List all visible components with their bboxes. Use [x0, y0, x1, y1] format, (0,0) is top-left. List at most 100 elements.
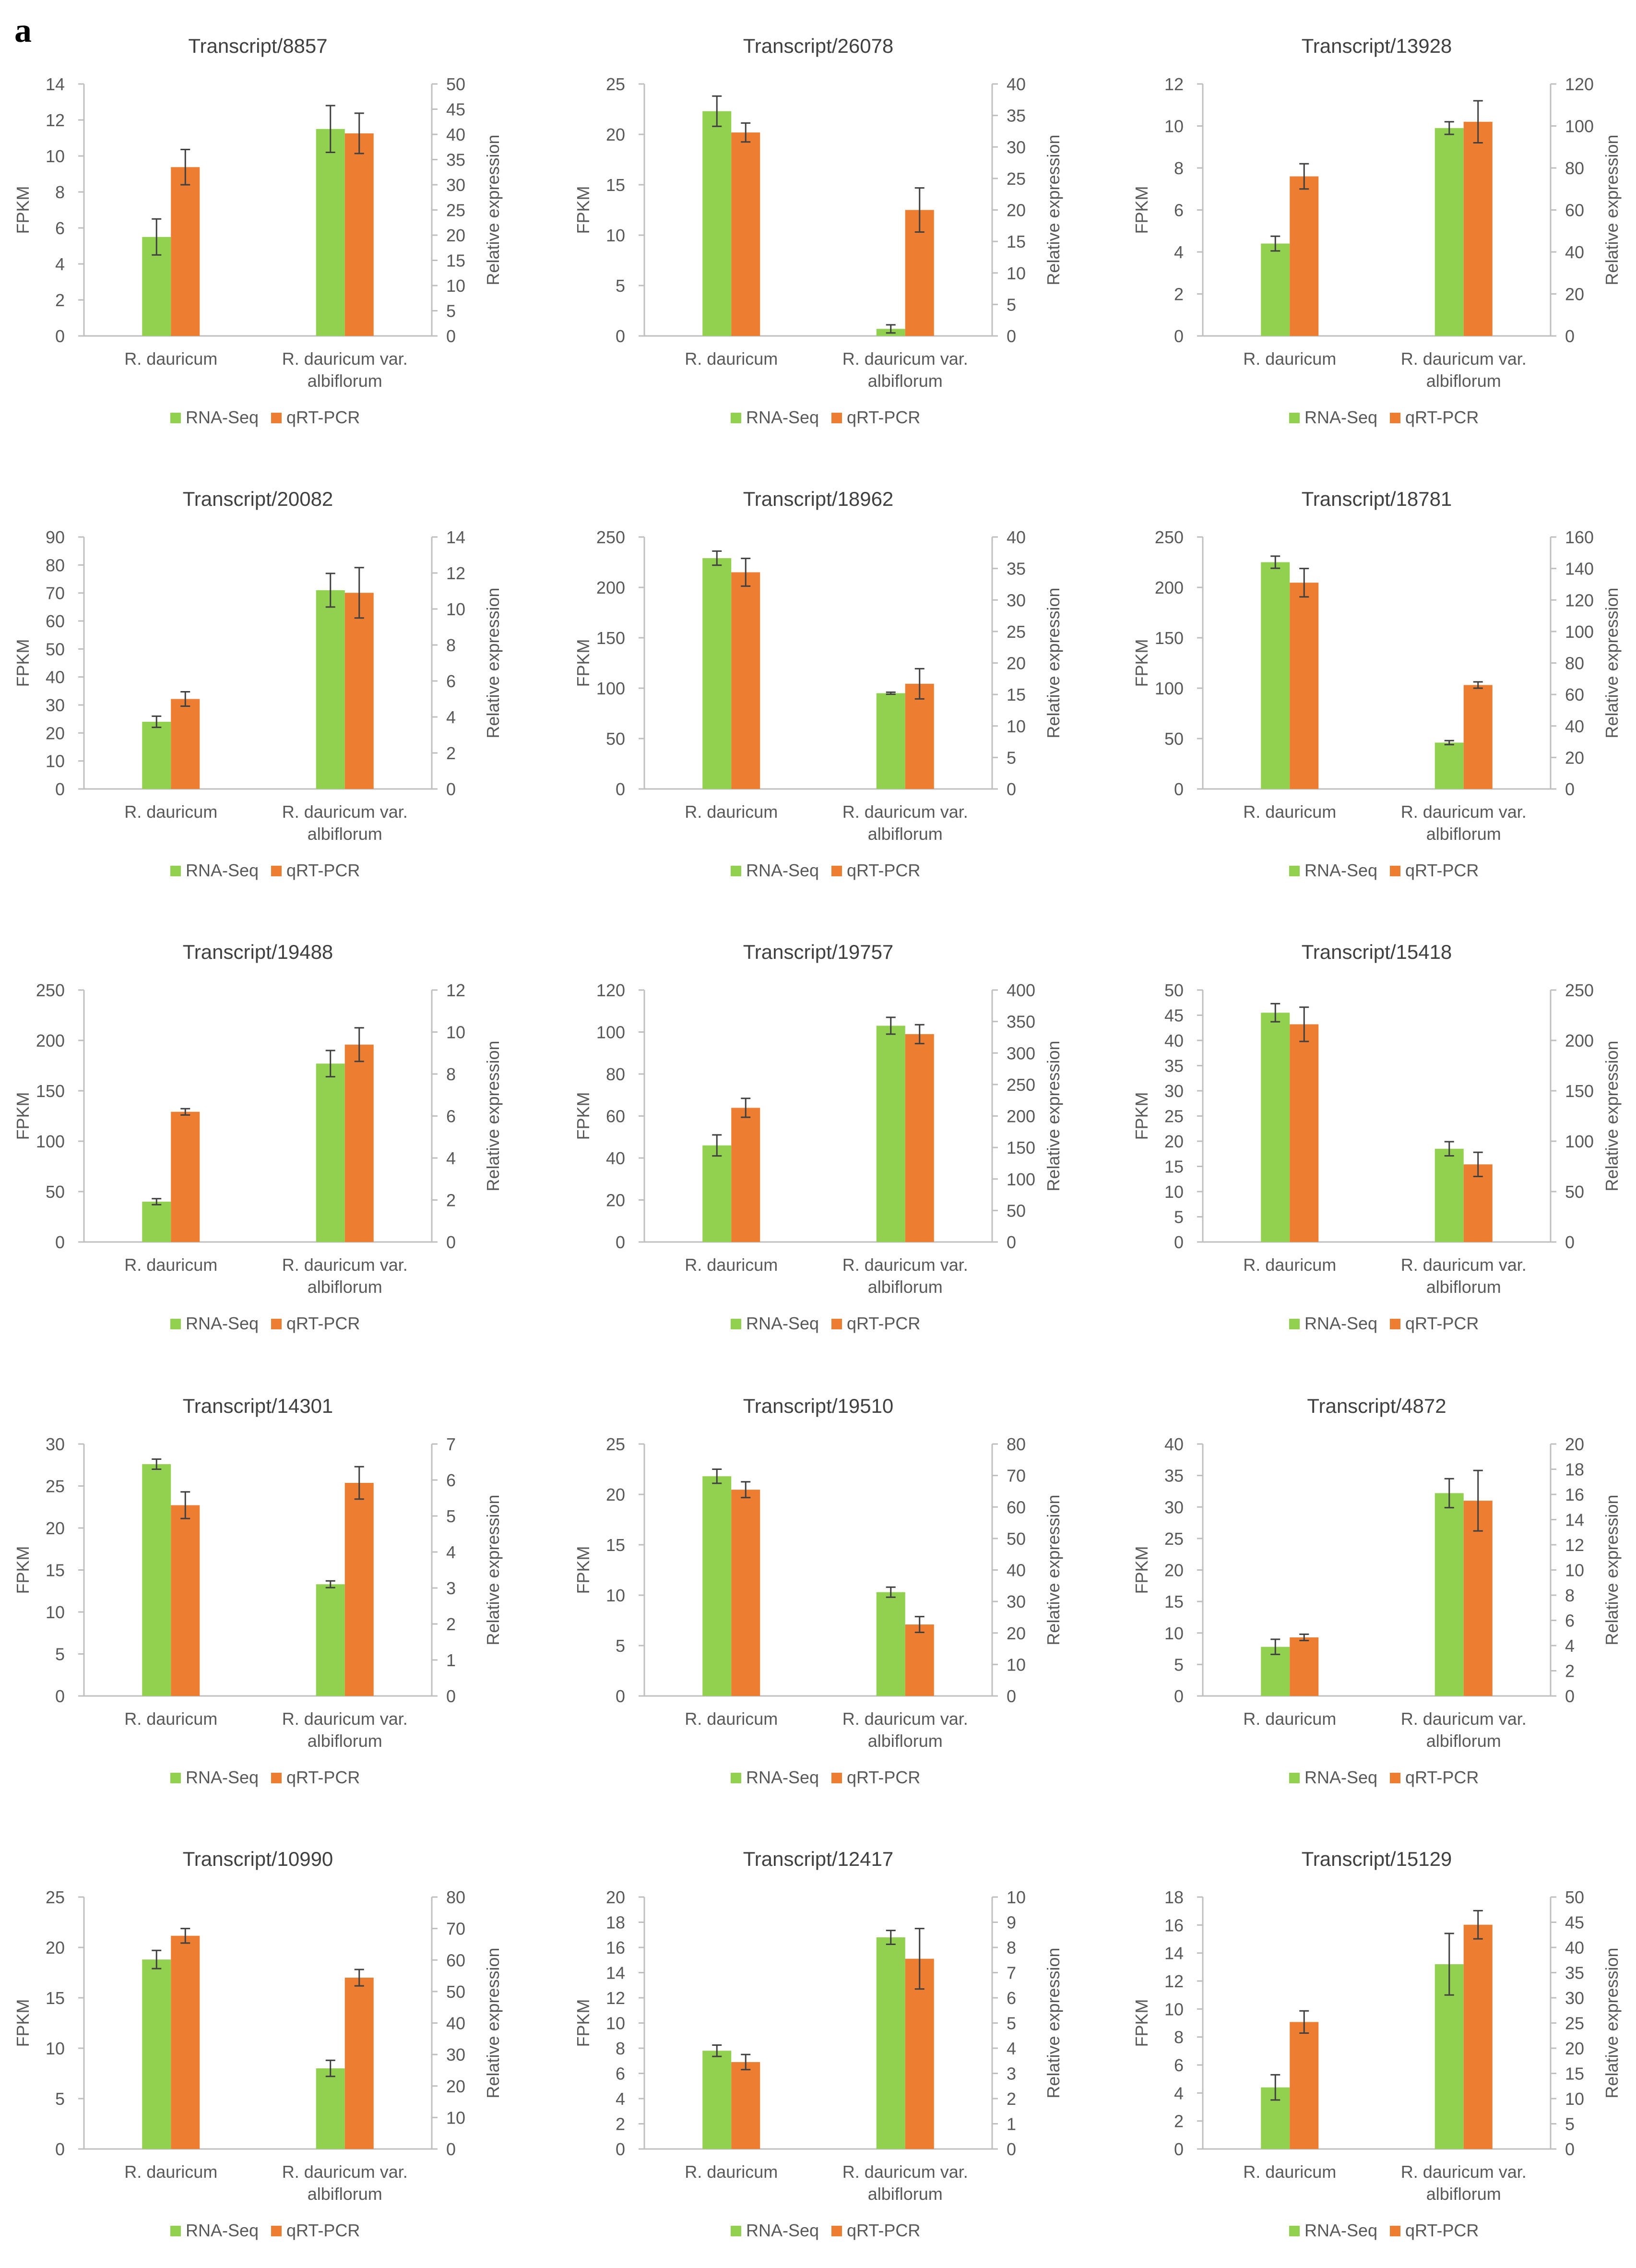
y2-tick-label: 15: [1007, 685, 1026, 704]
legend-swatch-qrt-pcr: [271, 2226, 282, 2236]
y2-tick-label: 8: [1007, 1938, 1016, 1958]
legend-swatch-qrt-pcr: [831, 1319, 842, 1329]
y2-tick-label: 3: [446, 1578, 456, 1598]
y2-tick-label: 20: [446, 226, 465, 245]
y-tick-label: 15: [606, 175, 625, 195]
y-tick-label: 30: [1164, 1081, 1184, 1101]
qrt-pcr-bar: [731, 572, 760, 789]
y-tick-label: 5: [616, 1636, 625, 1656]
x-tick-label-line: albiflorum: [868, 371, 943, 391]
y-tick-label: 10: [606, 226, 625, 245]
rna-seq-bar: [142, 1464, 171, 1696]
x-tick-label-line: R. dauricum var.: [282, 1709, 408, 1729]
chart-8: Transcript/19757 0 20 40 60 80 100 120 0 50 100 150…: [573, 941, 1063, 1333]
legend-label-rna-seq: RNA-Seq: [746, 407, 819, 427]
y-tick-label: 4: [55, 254, 65, 274]
y2-axis-label: Relative expression: [1043, 587, 1063, 738]
qrt-pcr-bar: [731, 1108, 760, 1242]
legend-swatch-qrt-pcr: [271, 1319, 282, 1329]
y-axis-label: FPKM: [1132, 1999, 1151, 2047]
x-tick-label: R. dauricum var. albiflorum: [1401, 2162, 1527, 2204]
legend-label-rna-seq: RNA-Seq: [746, 1313, 819, 1333]
y2-tick-label: 80: [1007, 1434, 1026, 1454]
y2-tick-label: 50: [1007, 1201, 1026, 1220]
y-tick-label: 0: [1174, 326, 1184, 346]
legend-label-rna-seq: RNA-Seq: [746, 860, 819, 880]
y2-tick-label: 14: [1565, 1510, 1584, 1530]
y-tick-label: 0: [616, 2139, 625, 2159]
rna-seq-bar: [316, 1584, 345, 1696]
y2-tick-label: 7: [446, 1434, 456, 1454]
y-tick-label: 30: [46, 695, 65, 715]
y-tick-label: 10: [46, 1602, 65, 1622]
chart-title: Transcript/8857: [188, 35, 327, 57]
x-tick-label-line: R. dauricum var.: [842, 349, 968, 369]
y2-tick-label: 20: [1565, 2039, 1584, 2058]
legend-swatch-rna-seq: [170, 1773, 181, 1783]
y2-tick-label: 35: [1007, 559, 1026, 579]
legend-swatch-rna-seq: [731, 2226, 741, 2236]
y-tick-label: 25: [46, 1887, 65, 1907]
y-tick-label: 14: [1164, 1944, 1184, 1963]
legend-label-qrt-pcr: qRT-PCR: [286, 407, 360, 427]
y2-tick-label: 6: [1007, 1988, 1016, 2008]
y2-tick-label: 4: [446, 1542, 456, 1562]
y2-tick-label: 25: [1007, 169, 1026, 189]
chart-6: Transcript/18781 0 50 100 150 200 250 0 20 40 60 80…: [1132, 488, 1622, 880]
y-tick-label: 18: [1164, 1887, 1184, 1907]
y2-tick-label: 150: [1007, 1138, 1035, 1158]
y-tick-label: 0: [1174, 1232, 1184, 1252]
y-tick-label: 150: [36, 1081, 65, 1101]
legend-swatch-rna-seq: [170, 2226, 181, 2236]
qrt-pcr-bar: [1463, 1924, 1493, 2149]
y-tick-label: 20: [1164, 1132, 1184, 1151]
y-tick-label: 5: [1174, 1207, 1184, 1227]
y2-tick-label: 10: [446, 599, 465, 619]
y2-tick-label: 35: [446, 150, 465, 170]
y2-tick-label: 0: [446, 1232, 456, 1252]
x-tick-label: R. dauricum: [1243, 2162, 1336, 2182]
y2-tick-label: 7: [1007, 1963, 1016, 1983]
y-tick-label: 150: [1155, 628, 1184, 648]
y-tick-label: 5: [1174, 1655, 1184, 1674]
y-tick-label: 50: [1164, 729, 1184, 749]
y-axis-label: FPKM: [13, 639, 33, 687]
legend-swatch-rna-seq: [1289, 2226, 1300, 2236]
legend-label-rna-seq: RNA-Seq: [746, 2220, 819, 2240]
y-tick-label: 6: [1174, 201, 1184, 220]
chart-title: Transcript/10990: [183, 1848, 333, 1870]
legend-swatch-qrt-pcr: [1390, 2226, 1400, 2236]
y2-axis-label: Relative expression: [483, 134, 503, 285]
qrt-pcr-bar: [1463, 685, 1493, 789]
legend-swatch-qrt-pcr: [1390, 413, 1400, 423]
qrt-pcr-bar: [1290, 2022, 1319, 2149]
chart-title: Transcript/20082: [183, 488, 333, 510]
x-tick-label-line: R. dauricum var.: [282, 802, 408, 822]
x-tick-label: R. dauricum var. albiflorum: [1401, 1255, 1527, 1297]
x-tick-label: R. dauricum var. albiflorum: [842, 802, 968, 844]
qrt-pcr-bar: [731, 1490, 760, 1696]
y-tick-label: 4: [616, 2089, 625, 2109]
y2-tick-label: 30: [1007, 1592, 1026, 1611]
y2-tick-label: 25: [1565, 2014, 1584, 2033]
chart-title: Transcript/14301: [183, 1395, 333, 1417]
rna-seq-bar: [702, 1145, 732, 1242]
chart-10: Transcript/14301 0 5 10 15 20 25 30 0 1 2 3 4 5 6 7 FPKM…: [13, 1395, 503, 1787]
x-tick-label: R. dauricum: [124, 2162, 217, 2182]
legend: RNA-Seq qRT-PCR: [1289, 1313, 1479, 1333]
y2-tick-label: 20: [1565, 285, 1584, 304]
y-tick-label: 120: [596, 980, 625, 1000]
legend-label-qrt-pcr: qRT-PCR: [847, 407, 920, 427]
y2-tick-label: 3: [1007, 2064, 1016, 2084]
legend-swatch-rna-seq: [731, 866, 741, 876]
y2-tick-label: 8: [1565, 1586, 1575, 1605]
rna-seq-bar: [142, 1959, 171, 2149]
y-tick-label: 14: [46, 74, 65, 94]
x-tick-label-line: albiflorum: [1426, 824, 1501, 844]
y-tick-label: 0: [616, 1232, 625, 1252]
y-tick-label: 18: [606, 1913, 625, 1933]
y2-tick-label: 60: [1007, 1497, 1026, 1517]
y-tick-label: 25: [606, 1434, 625, 1454]
qrt-pcr-bar: [1463, 1164, 1493, 1242]
